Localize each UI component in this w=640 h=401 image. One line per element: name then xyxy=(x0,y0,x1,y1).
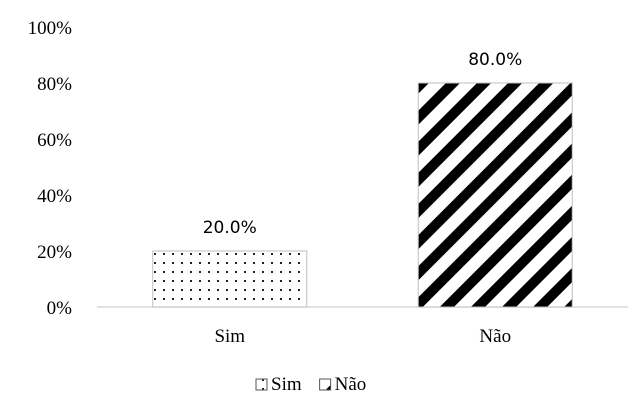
bars xyxy=(152,82,573,308)
y-tick-label: 0% xyxy=(47,298,73,319)
x-tick-label: Não xyxy=(479,326,511,347)
y-tick-label: 60% xyxy=(37,130,72,151)
y-axis-ticks: 0% 20% 40% 60% 80% 100% xyxy=(28,18,73,319)
legend-label: Não xyxy=(335,374,367,395)
y-tick-label: 100% xyxy=(28,18,73,39)
bar-no xyxy=(417,82,573,308)
legend-label: Sim xyxy=(271,374,302,395)
y-tick-label: 20% xyxy=(37,242,72,263)
bar-sim xyxy=(152,250,308,308)
data-labels: 20.0% 80.0% xyxy=(203,50,523,238)
legend: Sim Não xyxy=(255,374,367,395)
y-tick-label: 40% xyxy=(37,186,72,207)
legend-swatch xyxy=(255,378,268,391)
x-tick-label: Sim xyxy=(214,326,245,347)
data-label: 80.0% xyxy=(468,50,522,70)
y-tick-label: 80% xyxy=(37,74,72,95)
data-label: 20.0% xyxy=(203,218,257,238)
category-labels: Sim Não xyxy=(214,326,511,347)
legend-swatch xyxy=(319,378,332,391)
